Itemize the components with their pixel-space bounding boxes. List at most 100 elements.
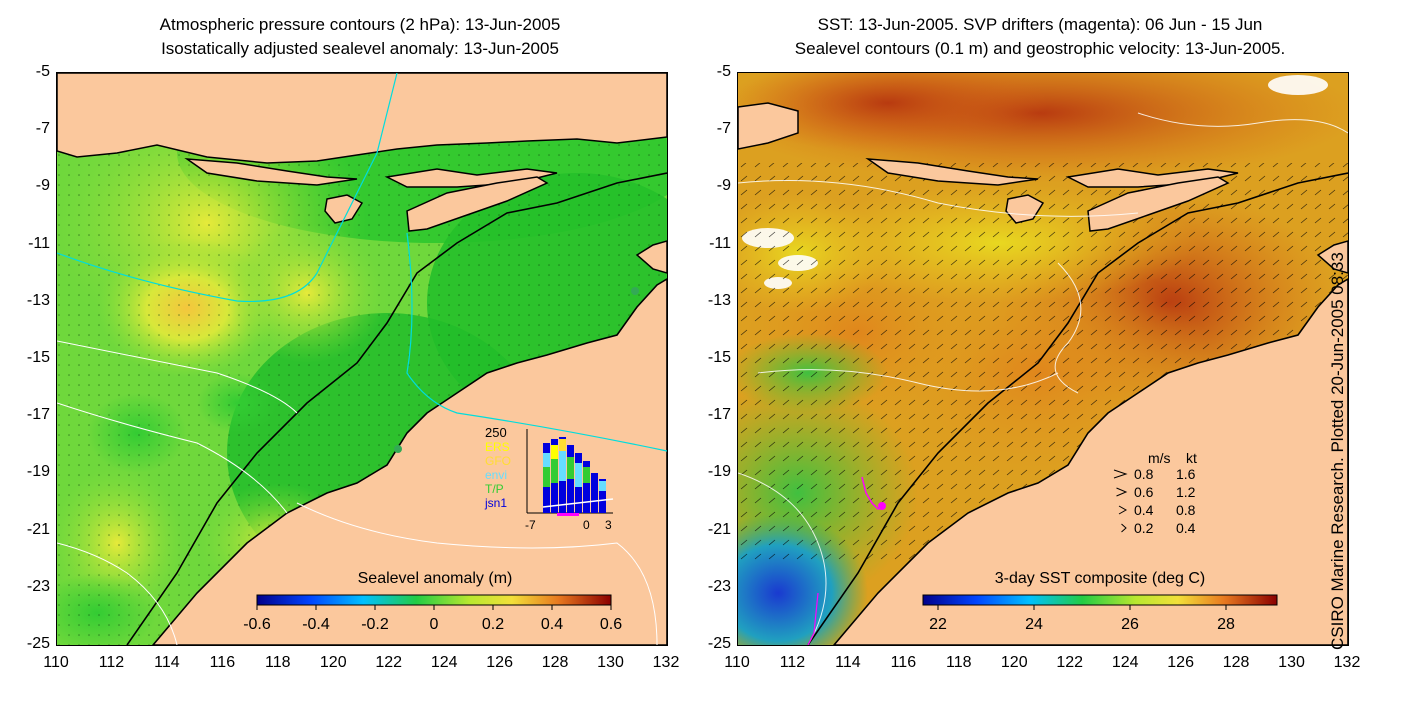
y-tick-label: -23 bbox=[707, 577, 731, 595]
y-tick-label: -7 bbox=[716, 120, 731, 138]
y-tick-label: -17 bbox=[707, 406, 731, 424]
colorbar-tick-label: -0.4 bbox=[302, 616, 330, 633]
velocity-legend-ms-header: m/s bbox=[1148, 450, 1171, 466]
sealevel-anomaly-map: 250 ERS GFO envi T/P jsn1 bbox=[56, 72, 668, 646]
colorbar-tick-label: 0 bbox=[430, 616, 439, 633]
x-tick-label: 124 bbox=[430, 654, 458, 671]
velocity-ms-value: 0.2 bbox=[1134, 520, 1154, 536]
x-tick-label: 122 bbox=[375, 654, 403, 671]
y-tick-label: -19 bbox=[707, 463, 731, 481]
australia-landmass-sst bbox=[832, 278, 1348, 645]
x-tick-label: 114 bbox=[835, 654, 861, 671]
y-tick-label: -15 bbox=[707, 349, 731, 366]
sealevel-contours bbox=[57, 340, 658, 645]
sst-map: m/s kt 0.8 1.6 0.6 1.2 0.4 0.8 0.2 0.4 3-day SS… bbox=[737, 72, 1349, 646]
x-tick-label: 126 bbox=[486, 654, 513, 671]
australia-landmass bbox=[151, 278, 667, 645]
y-tick-label: -23 bbox=[26, 577, 50, 595]
y-tick-label: -25 bbox=[707, 635, 731, 652]
x-tick-label: 122 bbox=[1056, 654, 1084, 671]
colorbar-tick-label: 26 bbox=[1121, 616, 1139, 633]
velocity-ms-value: 0.4 bbox=[1134, 502, 1154, 518]
x-tick-label: 130 bbox=[597, 654, 624, 671]
velocity-arrow-icon bbox=[1121, 523, 1127, 533]
y-tick-label: -19 bbox=[26, 463, 50, 481]
colorbar-tick-label: 24 bbox=[1025, 616, 1043, 633]
right-title-line1: SST: 13-Jun-2005. SVP drifters (magenta)… bbox=[817, 15, 1263, 34]
sst-colorbar: 3-day SST composite (deg C) 22 24 26 28 bbox=[922, 570, 1278, 633]
x-tick-label: 112 bbox=[98, 654, 125, 671]
sst-map-svg: m/s kt 0.8 1.6 0.6 1.2 0.4 0.8 0.2 0.4 3-day SS… bbox=[738, 73, 1348, 645]
colorbar-tick-label: 0.2 bbox=[482, 616, 504, 633]
land-masses bbox=[57, 73, 667, 645]
sst-colorbar-label: 3-day SST composite (deg C) bbox=[995, 570, 1205, 587]
velocity-kt-value: 0.8 bbox=[1176, 502, 1196, 518]
x-tick-label: 120 bbox=[1000, 654, 1028, 671]
y-tick-label: -21 bbox=[707, 520, 731, 538]
velocity-kt-value: 1.6 bbox=[1176, 466, 1196, 482]
colorbar-tick-label: -0.2 bbox=[361, 616, 389, 633]
inset-x-label-2: 0 bbox=[583, 518, 590, 532]
x-tick-label: 128 bbox=[1222, 654, 1250, 671]
inset-bars bbox=[542, 437, 614, 516]
plot-credit: CSIRO Marine Research. Plotted 20-Jun-20… bbox=[1328, 252, 1347, 650]
y-tick-label: -21 bbox=[26, 520, 50, 538]
sealevel-colorbar-label: Sealevel anomaly (m) bbox=[358, 570, 513, 587]
y-tick-label: -5 bbox=[35, 63, 50, 80]
velocity-legend: m/s kt 0.8 1.6 0.6 1.2 0.4 0.8 0.2 0.4 bbox=[1113, 450, 1197, 536]
x-tick-label: 124 bbox=[1111, 654, 1139, 671]
inset-legend-item: envi bbox=[485, 468, 507, 482]
sealevel-contours-sst bbox=[738, 112, 1348, 645]
inset-x-label-1: -7 bbox=[525, 518, 536, 532]
land-masses-sst bbox=[738, 102, 1348, 645]
colorbar-tick-label: -0.6 bbox=[243, 616, 271, 633]
velocity-arrow-icon bbox=[1113, 469, 1128, 479]
left-title-line1: Atmospheric pressure contours (2 hPa): 1… bbox=[159, 15, 561, 34]
x-tick-label: 112 bbox=[779, 654, 806, 671]
sealevel-colorbar: Sealevel anomaly (m) -0.6 -0.4 -0.2 0 0.2 0.4… bbox=[243, 570, 622, 633]
velocity-ms-value: 0.6 bbox=[1134, 484, 1154, 500]
x-tick-label: 132 bbox=[1333, 654, 1361, 671]
x-tick-label: 120 bbox=[319, 654, 347, 671]
y-tick-label: -25 bbox=[26, 635, 50, 652]
inset-legend-item: jsn1 bbox=[484, 496, 507, 510]
x-tick-label: 118 bbox=[265, 654, 291, 671]
y-tick-label: -15 bbox=[26, 349, 50, 366]
inset-x-label-3: 3 bbox=[605, 518, 612, 532]
y-tick-label: -13 bbox=[26, 291, 50, 309]
velocity-arrow-icon bbox=[1116, 487, 1128, 497]
colorbar-tick-label: 0.4 bbox=[541, 616, 563, 633]
velocity-legend-kt-header: kt bbox=[1186, 450, 1197, 466]
colorbar-tick-label: 0.6 bbox=[600, 616, 622, 633]
velocity-ms-value: 0.8 bbox=[1134, 466, 1154, 482]
pressure-contours bbox=[57, 73, 667, 452]
x-tick-label: 114 bbox=[154, 654, 180, 671]
y-tick-label: -17 bbox=[26, 406, 50, 424]
inset-y-label: 250 bbox=[485, 425, 507, 440]
y-tick-label: -13 bbox=[707, 291, 731, 309]
y-tick-label: -5 bbox=[716, 63, 731, 80]
y-tick-label: -11 bbox=[28, 234, 50, 252]
velocity-arrow-icon bbox=[1118, 505, 1128, 515]
x-tick-label: 130 bbox=[1278, 654, 1305, 671]
colorbar-tick-label: 22 bbox=[929, 616, 947, 633]
x-tick-label: 126 bbox=[1167, 654, 1194, 671]
y-tick-label: -7 bbox=[35, 120, 50, 138]
svp-drifter-marker bbox=[878, 502, 886, 510]
left-title-line2: Isostatically adjusted sealevel anomaly:… bbox=[161, 39, 559, 58]
y-tick-label: -9 bbox=[35, 177, 50, 195]
x-tick-label: 132 bbox=[652, 654, 680, 671]
y-tick-label: -9 bbox=[716, 177, 731, 195]
x-tick-label: 118 bbox=[946, 654, 972, 671]
right-title-line2: Sealevel contours (0.1 m) and geostrophi… bbox=[794, 39, 1286, 58]
velocity-kt-value: 1.2 bbox=[1176, 484, 1196, 500]
x-tick-label: 116 bbox=[890, 654, 917, 671]
x-tick-label: 128 bbox=[541, 654, 569, 671]
inset-legend-item: T/P bbox=[485, 482, 504, 496]
y-tick-label: -11 bbox=[709, 234, 731, 252]
x-tick-label: 116 bbox=[209, 654, 236, 671]
colorbar-tick-label: 28 bbox=[1217, 616, 1235, 633]
inset-legend-item: ERS bbox=[485, 440, 510, 454]
